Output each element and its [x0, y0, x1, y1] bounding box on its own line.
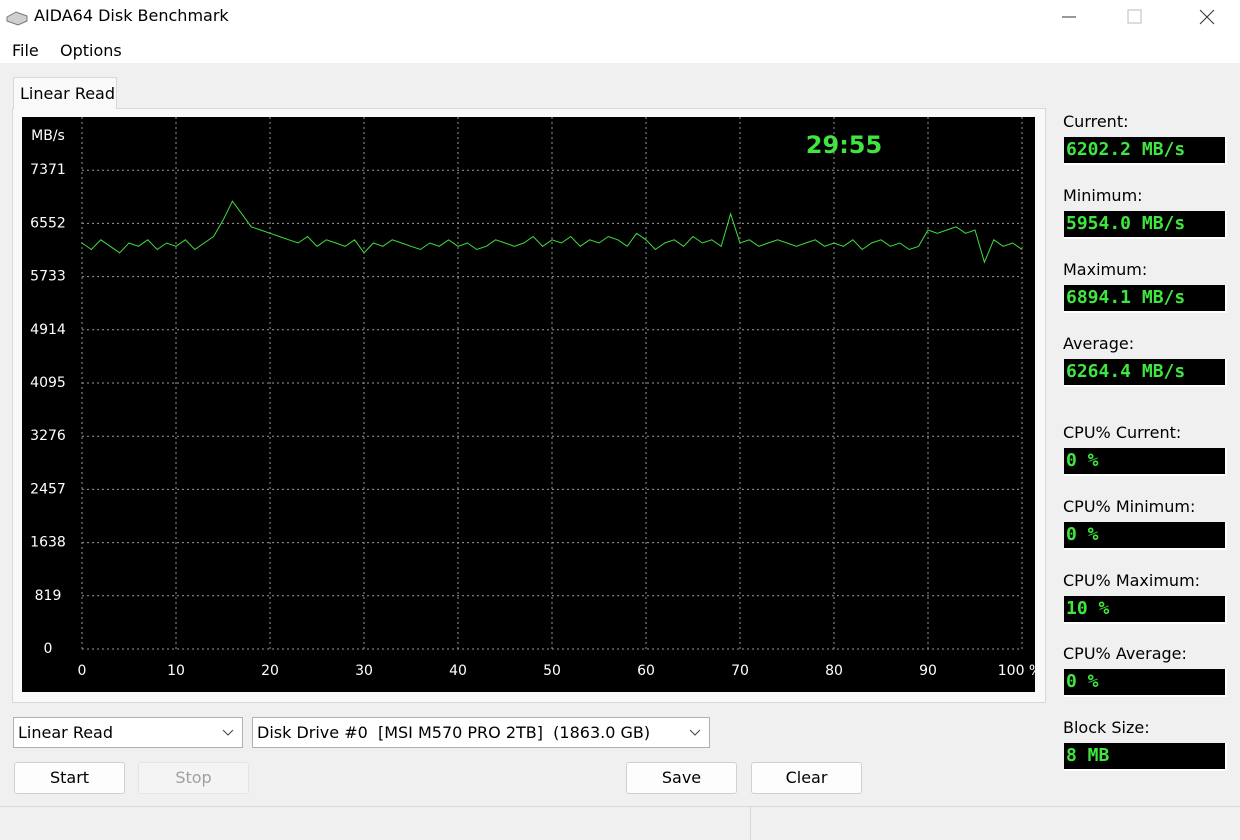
x-tick-label: 20 [261, 663, 279, 679]
dropdown-arrow [222, 729, 234, 736]
tab[interactable]: Linear Read [13, 77, 117, 109]
y-tick-label: 6552 [30, 215, 66, 231]
stat-label: Minimum: [1063, 186, 1143, 205]
y-tick-label: 4095 [30, 375, 66, 391]
stop-button: Stop [138, 762, 249, 794]
chart-background [22, 117, 1035, 692]
stat-value: 6202.2 MB/s [1064, 137, 1227, 165]
test-select[interactable]: Linear Read [13, 717, 243, 748]
stat-label: CPU% Maximum: [1063, 571, 1201, 590]
dropdown-arrow [689, 729, 701, 736]
x-tick-label: 10 [167, 663, 185, 679]
y-tick-label: 0 [44, 641, 53, 657]
stat-label: CPU% Average: [1063, 644, 1187, 663]
y-tick-label: 2457 [30, 481, 66, 497]
y-axis-label: MB/s [31, 128, 65, 144]
clear-button[interactable]: Clear [751, 762, 862, 794]
save-button[interactable]: Save [626, 762, 737, 794]
x-tick-label: 40 [449, 663, 467, 679]
y-tick-label: 5733 [30, 269, 66, 285]
stat-value: 6264.4 MB/s [1064, 359, 1227, 387]
x-tick-label: 80 [825, 663, 843, 679]
status-bar [0, 806, 1240, 840]
stat-label: CPU% Minimum: [1063, 497, 1196, 516]
window-title: AIDA64 Disk Benchmark [34, 6, 229, 25]
chart: MB/s 29:55 0 819 1638 2457 3276 4095 4914 5733 6… [22, 117, 1035, 692]
x-tick-label: 90 [919, 663, 937, 679]
stat-label: Current: [1063, 112, 1129, 131]
x-tick-label: 50 [543, 663, 561, 679]
stat-label: Average: [1063, 334, 1135, 353]
stat-value: 0 % [1064, 448, 1227, 476]
x-tick-label: 0 [78, 663, 87, 679]
menu-item[interactable]: File [12, 41, 39, 60]
y-tick-label: 3276 [30, 428, 66, 444]
stat-value: 0 % [1064, 522, 1227, 550]
app-icon [6, 11, 28, 26]
y-tick-label: 819 [35, 588, 62, 604]
y-tick-label: 4914 [30, 322, 66, 338]
stat-label: CPU% Current: [1063, 423, 1182, 442]
drive-select-text: Disk Drive #0 [MSI M570 PRO 2TB] (1863.0… [257, 723, 651, 742]
drive-select[interactable]: Disk Drive #0 [MSI M570 PRO 2TB] (1863.0… [252, 717, 710, 748]
y-tick-label: 1638 [30, 535, 66, 551]
stat-label: Block Size: [1063, 718, 1150, 737]
menu-item[interactable]: Options [60, 41, 122, 60]
title-bar: AIDA64 Disk Benchmark [0, 0, 1240, 34]
status-divider [750, 807, 751, 840]
x-tick-label: 70 [731, 663, 749, 679]
x-tick-label: 60 [637, 663, 655, 679]
stat-label: Maximum: [1063, 260, 1148, 279]
window-controls[interactable] [1050, 0, 1240, 34]
stat-value: 10 % [1064, 596, 1227, 624]
throughput-line [81, 200, 1023, 264]
stat-value: 0 % [1064, 669, 1227, 697]
menu-bar: File Options [0, 34, 1240, 63]
stat-value: 8 MB [1064, 743, 1227, 771]
x-tick-label: 30 [355, 663, 373, 679]
stat-value: 5954.0 MB/s [1064, 211, 1227, 239]
start-button[interactable]: Start [14, 762, 125, 794]
elapsed-time: 29:55 [806, 131, 882, 159]
test-select-text: Linear Read [18, 723, 114, 742]
stat-value: 6894.1 MB/s [1064, 285, 1227, 313]
x-tick-label: 100 % [998, 663, 1035, 679]
y-tick-label: 7371 [30, 162, 66, 178]
